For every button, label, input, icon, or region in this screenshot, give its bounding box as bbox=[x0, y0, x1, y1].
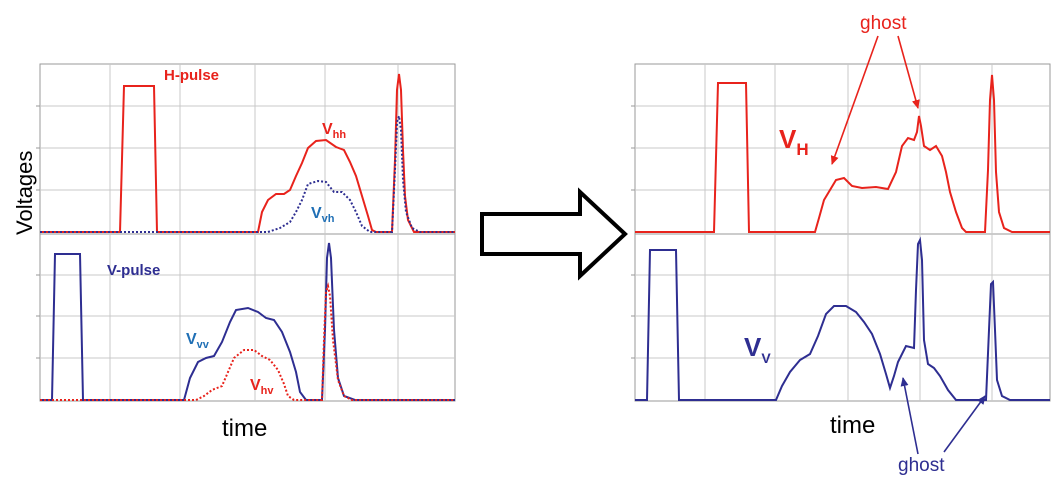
v-pulse-label: V-pulse bbox=[107, 262, 160, 279]
ghost-arrow-top-left bbox=[830, 35, 879, 165]
right-ticks bbox=[631, 105, 635, 359]
ghost-arrow-top-right bbox=[897, 35, 920, 109]
vvv-label: Vvv bbox=[186, 331, 210, 351]
right-vh-trace bbox=[635, 74, 1050, 233]
ghost-label-bottom: ghost bbox=[898, 455, 945, 476]
left-bottom-frame bbox=[39, 233, 456, 402]
ghost-label-top: ghost bbox=[860, 13, 907, 34]
right-grid bbox=[635, 64, 1050, 401]
right-x-axis-label: time bbox=[830, 412, 875, 439]
left-ticks bbox=[36, 105, 40, 359]
vvh-label: Vvh bbox=[311, 205, 335, 225]
vhv-label: Vhv bbox=[250, 377, 274, 397]
right-panel: ghost ghost VH VV time bbox=[631, 13, 1051, 476]
left-vhv-trace bbox=[40, 282, 455, 401]
left-h-pulse-trace bbox=[40, 73, 455, 233]
left-panel: H-pulse V-pulse Vhh Vvh Vvv Vhv Voltages… bbox=[12, 63, 456, 442]
vh-label: VH bbox=[779, 124, 809, 159]
right-vv-trace bbox=[635, 236, 1050, 401]
ghost-arrow-bottom-right bbox=[943, 395, 986, 453]
right-arrow-icon bbox=[480, 187, 628, 281]
right-bottom-frame bbox=[634, 233, 1051, 402]
vv-label: VV bbox=[744, 332, 771, 366]
vhh-label: Vhh bbox=[322, 121, 346, 141]
h-pulse-label: H-pulse bbox=[164, 67, 219, 84]
left-y-axis-label: Voltages bbox=[12, 151, 37, 235]
left-v-pulse-trace bbox=[40, 242, 455, 401]
ghost-arrow-bottom-left bbox=[900, 377, 919, 455]
left-x-axis-label: time bbox=[222, 415, 267, 442]
